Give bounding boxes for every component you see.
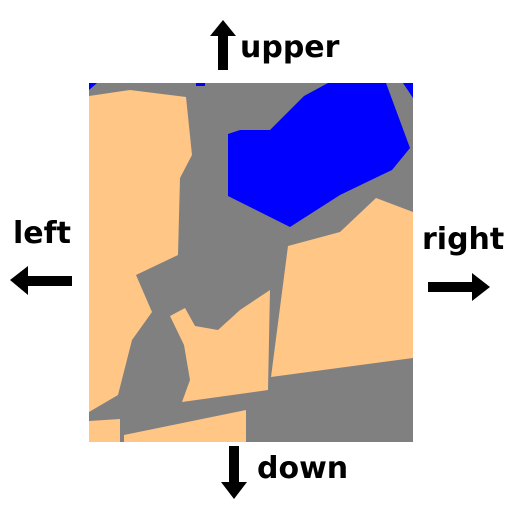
water-top-strip [196,83,205,86]
building-right-large [271,198,413,377]
water-top-right-bit [403,83,413,98]
building-center-small [170,290,270,402]
water-top-left-bit [89,83,97,90]
direction-label-left: left [13,216,72,251]
arrow-up-icon [210,20,236,70]
building-bottom-strip [124,410,246,442]
building-bottom-left-corner [89,419,120,442]
building-left-large [89,90,192,412]
water-lake [228,83,410,227]
arrow-down-icon [221,446,247,499]
arrow-left-icon [10,266,72,295]
arrow-right-icon [428,273,490,301]
direction-label-right: right [422,222,505,257]
direction-label-down: down [257,451,349,486]
direction-label-upper: upper [240,30,340,65]
